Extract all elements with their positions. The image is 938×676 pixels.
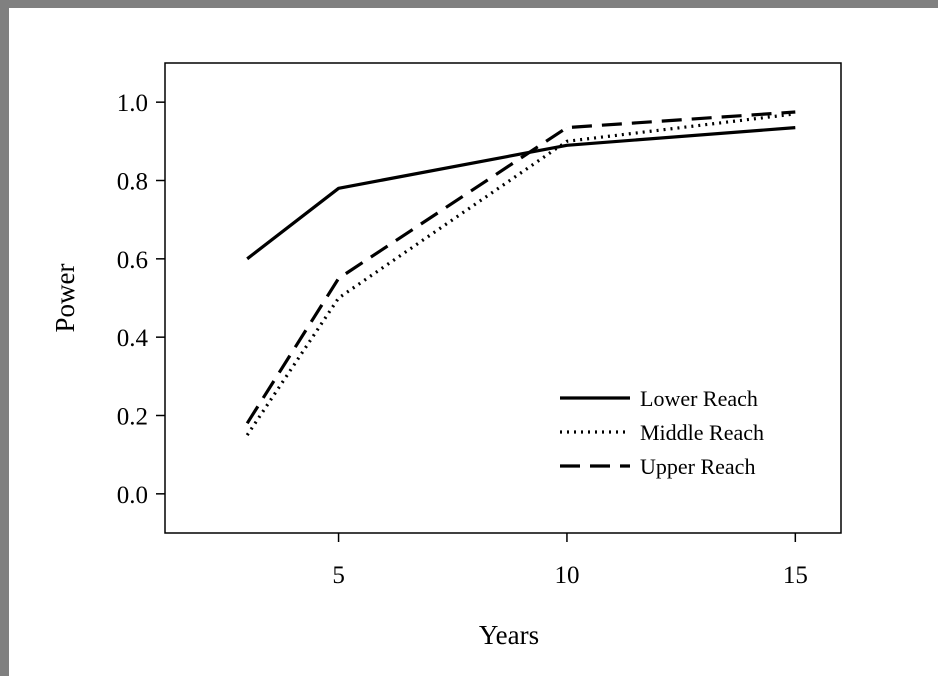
y-axis: 0.0 0.2 0.4 0.6 0.8 1.0 bbox=[117, 90, 165, 509]
legend-label-middle-reach: Middle Reach bbox=[640, 420, 764, 445]
series-lines bbox=[245, 110, 796, 436]
y-tick-label: 1.0 bbox=[117, 90, 148, 117]
legend-label-lower-reach: Lower Reach bbox=[640, 386, 758, 411]
frame-top-border bbox=[0, 0, 938, 8]
x-axis: 5 10 15 bbox=[332, 533, 808, 589]
y-tick-label: 0.4 bbox=[117, 325, 149, 352]
legend: Lower Reach Middle Reach Upper Reach bbox=[560, 386, 764, 479]
y-tick-label: 0.2 bbox=[117, 404, 148, 431]
y-tick-label: 0.0 bbox=[117, 482, 148, 509]
series-line-upper-reach bbox=[245, 110, 796, 425]
plot-area bbox=[164, 62, 842, 534]
frame-left-border bbox=[0, 0, 9, 676]
series-line-lower-reach bbox=[246, 126, 796, 261]
x-axis-label: Years bbox=[479, 620, 539, 650]
x-tick-label: 10 bbox=[554, 562, 579, 589]
y-tick-label: 0.8 bbox=[117, 169, 148, 196]
y-axis-label: Power bbox=[50, 264, 80, 333]
legend-label-upper-reach: Upper Reach bbox=[640, 454, 755, 479]
x-tick-label: 15 bbox=[783, 562, 808, 589]
y-tick-label: 0.6 bbox=[117, 247, 148, 274]
x-tick-label: 5 bbox=[332, 562, 345, 589]
